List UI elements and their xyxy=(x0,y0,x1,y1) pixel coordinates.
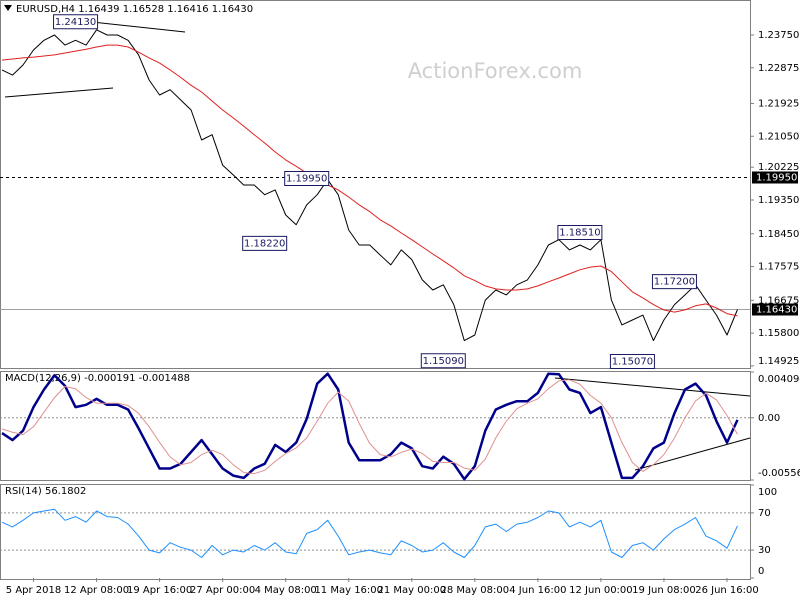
annotation-box xyxy=(609,354,655,369)
annotation-label: 1.15090 xyxy=(423,356,464,367)
annotation-label: 1.15070 xyxy=(612,357,653,368)
x-tick-label: 27 Apr 00:00 xyxy=(190,585,255,596)
marker-label: 1.16430 xyxy=(756,305,797,316)
trendline xyxy=(634,437,751,471)
annotation-box xyxy=(242,235,288,251)
trendline xyxy=(554,377,751,397)
annotation-label: 1.17200 xyxy=(654,277,695,288)
x-tick-label: 11 May 16:00 xyxy=(314,585,383,596)
x-tick-label: 19 Apr 16:00 xyxy=(127,585,192,596)
macd-title: MACD(12,26,9) -0.000191 -0.001488 xyxy=(5,373,190,384)
annotation-box xyxy=(53,14,99,30)
annotation-box xyxy=(651,274,697,290)
x-tick-label: 26 Jun 16:00 xyxy=(695,585,759,596)
series-line xyxy=(1,508,738,558)
y-tick-label: 70 xyxy=(758,508,771,519)
price-panel-frame xyxy=(0,0,751,369)
annotation-box xyxy=(284,171,330,186)
x-tick-label: 21 May 00:00 xyxy=(377,585,446,596)
y-tick-label: 1.23750 xyxy=(758,30,799,41)
series-line xyxy=(1,379,738,475)
x-tick-label: 5 Apr 2018 xyxy=(6,585,61,596)
watermark: ActionForex.com xyxy=(408,59,583,83)
y-tick-label: 1.19350 xyxy=(758,195,799,206)
y-tick-label: 1.15800 xyxy=(758,328,799,339)
x-tick-label: 19 Jun 08:00 xyxy=(632,585,696,596)
annotation-box xyxy=(420,353,466,369)
rsi-panel-frame xyxy=(0,484,751,580)
y-tick-label: 1.21925 xyxy=(758,98,799,109)
y-tick-label: 100 xyxy=(758,487,777,498)
x-tick-label: 12 Apr 08:00 xyxy=(64,585,129,596)
x-tick-label: 4 Jun 16:00 xyxy=(509,585,566,596)
y-tick-label: 0 xyxy=(758,566,764,577)
marker-box xyxy=(752,171,798,184)
series-line xyxy=(1,29,738,342)
y-tick-label: 0.00 xyxy=(758,413,780,424)
marker-label: 1.19950 xyxy=(756,173,797,184)
series-line xyxy=(1,372,739,481)
annotation-label: 1.24130 xyxy=(55,17,96,28)
series-line xyxy=(1,44,738,317)
rsi-title: RSI(14) 56.1802 xyxy=(5,486,86,497)
annotation-box xyxy=(557,225,603,240)
y-tick-label: 1.14925 xyxy=(758,356,799,367)
y-tick-label: 1.16675 xyxy=(758,295,799,306)
x-tick-label: 28 May 08:00 xyxy=(441,585,510,596)
y-tick-label: 1.18450 xyxy=(758,229,799,240)
y-tick-label: 1.22875 xyxy=(758,63,799,74)
x-tick-label: 12 Jun 00:00 xyxy=(569,585,633,596)
annotation-label: 1.18510 xyxy=(559,228,600,239)
y-tick-label: 30 xyxy=(758,545,771,556)
annotation-label: 1.19950 xyxy=(286,174,327,185)
y-tick-label: -0.005568 xyxy=(758,468,800,479)
y-tick-label: 1.21050 xyxy=(758,131,799,142)
title-icon xyxy=(4,5,12,11)
chart-title: EURUSD,H4 1.16439 1.16528 1.16416 1.1643… xyxy=(16,4,253,15)
annotation-label: 1.18220 xyxy=(244,238,285,249)
marker-box xyxy=(752,303,798,316)
y-tick-label: 1.20225 xyxy=(758,162,799,173)
macd-panel-frame xyxy=(0,371,751,481)
trendline xyxy=(4,87,114,98)
y-tick-label: 1.17575 xyxy=(758,262,799,273)
y-tick-label: 0.004094 xyxy=(758,374,800,385)
x-tick-label: 4 May 08:00 xyxy=(255,585,317,596)
